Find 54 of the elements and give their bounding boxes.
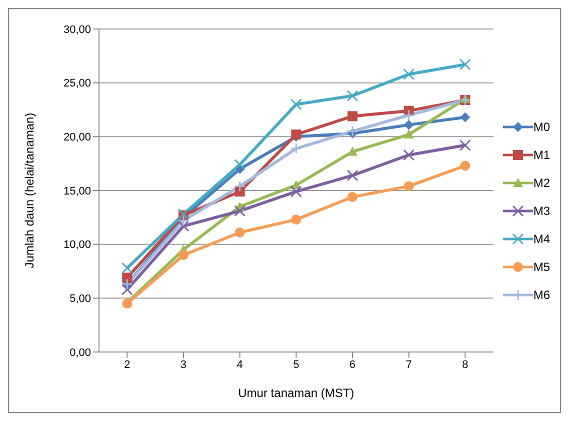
y-tick-label: 25,00 <box>63 78 91 90</box>
y-tick-label: 30,00 <box>63 24 91 36</box>
point <box>346 126 358 138</box>
legend-label: M0 <box>533 120 550 134</box>
point <box>234 158 246 170</box>
point <box>403 109 415 121</box>
point <box>460 160 470 171</box>
legend-label: M3 <box>533 204 550 218</box>
x-tick-label: 3 <box>180 358 187 371</box>
y-tick-label: 0,00 <box>70 346 91 359</box>
x-tick-label: 2 <box>124 358 130 371</box>
y-tick-label: 10,00 <box>63 239 91 252</box>
point <box>459 58 471 70</box>
y-tick-label: 20,00 <box>63 132 91 144</box>
point <box>121 284 133 296</box>
point <box>459 140 471 152</box>
point <box>290 142 302 154</box>
point <box>122 298 132 309</box>
legend-label: M4 <box>533 232 550 246</box>
point <box>403 68 415 80</box>
point <box>178 250 188 260</box>
legend-label: M5 <box>533 260 550 274</box>
point <box>347 146 358 156</box>
x-tick-label: 4 <box>236 358 243 371</box>
legend-label: M6 <box>533 288 550 302</box>
legend-label: M1 <box>533 148 550 162</box>
point <box>346 170 358 182</box>
point <box>234 180 246 192</box>
y-tick-label: 5,00 <box>70 293 91 306</box>
point <box>178 214 190 226</box>
point <box>404 181 414 192</box>
x-tick-label: 6 <box>349 358 356 371</box>
point <box>234 205 246 217</box>
point <box>346 90 358 102</box>
x-tick-label: 5 <box>293 358 300 371</box>
point <box>234 227 245 238</box>
point <box>403 149 415 161</box>
point <box>404 120 414 130</box>
point <box>121 262 133 274</box>
point <box>347 192 358 202</box>
point <box>122 272 132 283</box>
y-axis-title: Jumlah daun (helai/tanaman) <box>22 112 36 268</box>
point <box>290 98 302 110</box>
point <box>460 112 470 122</box>
point <box>404 130 414 139</box>
x-axis-title: Umur tanaman (MST) <box>238 386 354 400</box>
legend-label: M2 <box>533 176 550 190</box>
point <box>291 214 302 225</box>
x-tick-label: 8 <box>462 358 468 371</box>
y-tick-label: 15,00 <box>63 185 91 198</box>
x-tick-label: 7 <box>406 358 412 371</box>
point <box>290 186 302 198</box>
point <box>347 111 358 122</box>
point <box>178 220 190 232</box>
